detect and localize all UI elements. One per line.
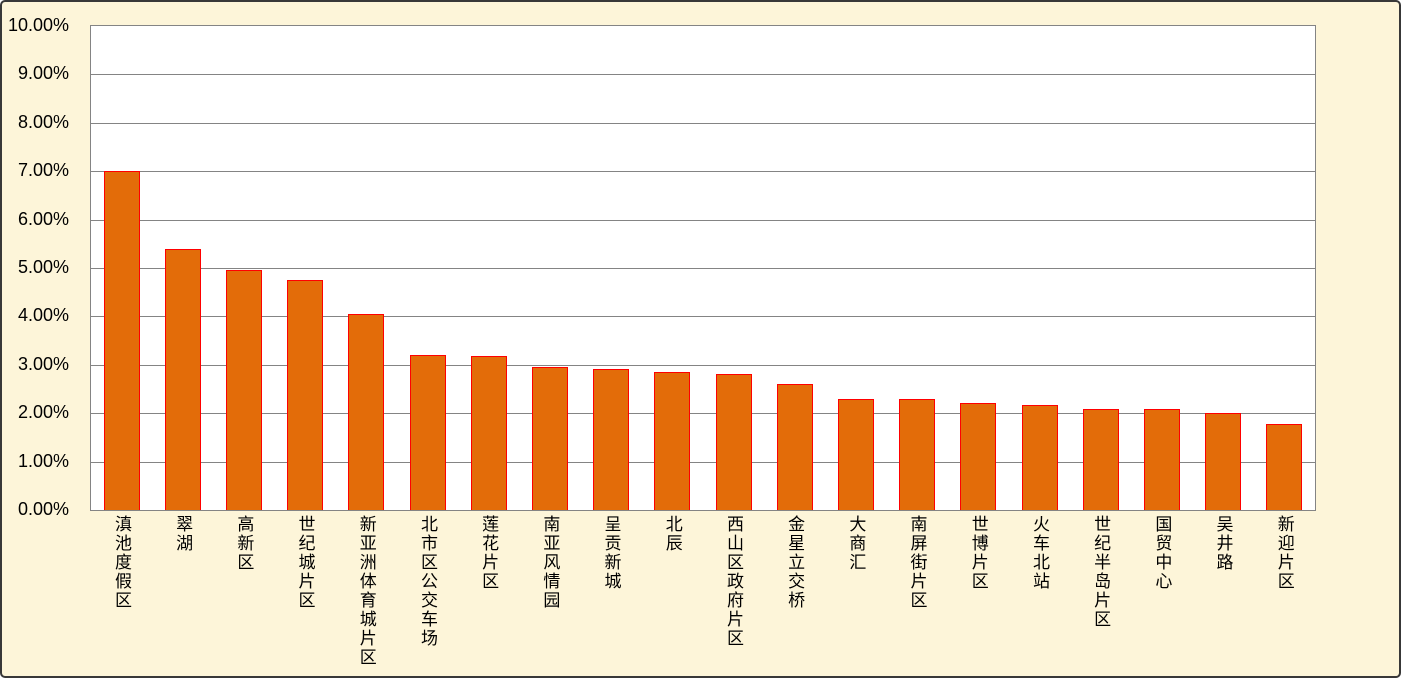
gridline [91, 122, 1315, 124]
bar-北辰 [654, 371, 691, 510]
x-category-label: 新亚洲体育城片区 [335, 515, 396, 667]
x-category-label: 北市区公交车场 [396, 515, 457, 648]
bar-南屏街片区 [899, 399, 936, 510]
x-category-label: 世纪半岛片区 [1069, 515, 1130, 629]
x-category-label: 西山区政府片区 [702, 515, 763, 648]
x-category-label-text: 世纪半岛片区 [1091, 515, 1111, 629]
gridline [91, 219, 1315, 221]
x-category-label-text: 北辰 [662, 515, 682, 553]
x-category-label: 世纪城片区 [274, 515, 335, 610]
bar-世博片区 [960, 403, 997, 510]
y-tick-label: 9.00% [17, 63, 69, 84]
x-category-label: 大商汇 [824, 515, 885, 572]
plot-area [90, 25, 1316, 511]
x-category-label: 莲花片区 [457, 515, 518, 591]
y-tick-label: 4.00% [17, 305, 69, 326]
bar-滇池度假区 [103, 171, 140, 510]
y-tick-label: 2.00% [17, 402, 69, 423]
y-tick-label: 6.00% [17, 208, 69, 229]
x-category-label: 翠湖 [151, 515, 212, 553]
x-category-label: 呈贡新城 [580, 515, 641, 591]
x-category-label: 高新区 [212, 515, 273, 572]
bar-西山区政府片区 [715, 374, 752, 510]
bar-高新区 [226, 270, 262, 510]
bar-呈贡新城 [593, 368, 630, 510]
gridline [91, 364, 1315, 366]
x-category-label-text: 南屏街片区 [907, 515, 927, 610]
x-category-label-text: 新迎片区 [1274, 515, 1294, 591]
x-category-label-text: 西山区政府片区 [723, 515, 743, 648]
x-category-label-text: 大商汇 [846, 515, 866, 572]
x-category-label: 吴井路 [1192, 515, 1253, 572]
y-tick-label: 10.00% [7, 15, 69, 35]
bar-吴井路 [1205, 413, 1242, 510]
bar-新迎片区 [1266, 424, 1303, 510]
bar-莲花片区 [470, 356, 507, 510]
x-category-label-text: 南亚风情园 [540, 515, 560, 610]
gridline [91, 74, 1315, 76]
y-tick-label: 8.00% [17, 111, 69, 132]
x-category-label: 北辰 [641, 515, 702, 553]
x-category-label-text: 北市区公交车场 [417, 515, 437, 648]
bar-金星立交桥 [776, 383, 813, 510]
gridline [91, 413, 1315, 415]
x-category-label-text: 滇池度假区 [111, 515, 131, 610]
x-category-label-text: 莲花片区 [479, 515, 499, 591]
x-category-label: 国贸中心 [1130, 515, 1191, 591]
bar-世纪城片区 [287, 279, 324, 510]
x-category-label: 南屏街片区 [886, 515, 947, 610]
bar-火车北站 [1021, 404, 1058, 510]
x-category-label: 世博片区 [947, 515, 1008, 591]
gridline [91, 461, 1315, 463]
gridline [91, 171, 1315, 173]
x-category-label: 新迎片区 [1253, 515, 1314, 591]
y-tick-label: 0.00% [17, 499, 69, 519]
bar-国贸中心 [1144, 409, 1180, 510]
y-tick-label: 7.00% [17, 160, 69, 181]
x-category-label-text: 吴井路 [1213, 515, 1233, 572]
x-category-label: 火车北站 [1008, 515, 1069, 591]
y-tick-label: 1.00% [17, 450, 69, 471]
x-category-label-text: 世纪城片区 [295, 515, 315, 610]
bar-新亚洲体育城片区 [348, 313, 385, 510]
x-category-label: 金星立交桥 [763, 515, 824, 610]
x-category-label-text: 高新区 [234, 515, 254, 572]
y-tick-label: 5.00% [17, 257, 69, 277]
bar-世纪半岛片区 [1082, 408, 1119, 510]
bar-南亚风情园 [532, 366, 568, 510]
x-category-label-text: 新亚洲体育城片区 [356, 515, 376, 667]
x-category-label-text: 金星立交桥 [785, 515, 805, 610]
x-category-label-text: 世博片区 [968, 515, 988, 591]
bar-北市区公交车场 [409, 354, 446, 510]
bar-翠湖 [164, 248, 201, 510]
x-category-label-text: 国贸中心 [1152, 515, 1172, 591]
x-category-label: 滇池度假区 [90, 515, 151, 610]
x-category-label-text: 呈贡新城 [601, 515, 621, 591]
gridline [91, 268, 1315, 269]
y-tick-label: 3.00% [17, 353, 69, 374]
x-category-label: 南亚风情园 [518, 515, 579, 610]
bar-大商汇 [838, 398, 874, 510]
x-category-label-text: 火车北站 [1029, 515, 1049, 591]
gridline [91, 316, 1315, 318]
x-category-label-text: 翠湖 [173, 515, 193, 553]
